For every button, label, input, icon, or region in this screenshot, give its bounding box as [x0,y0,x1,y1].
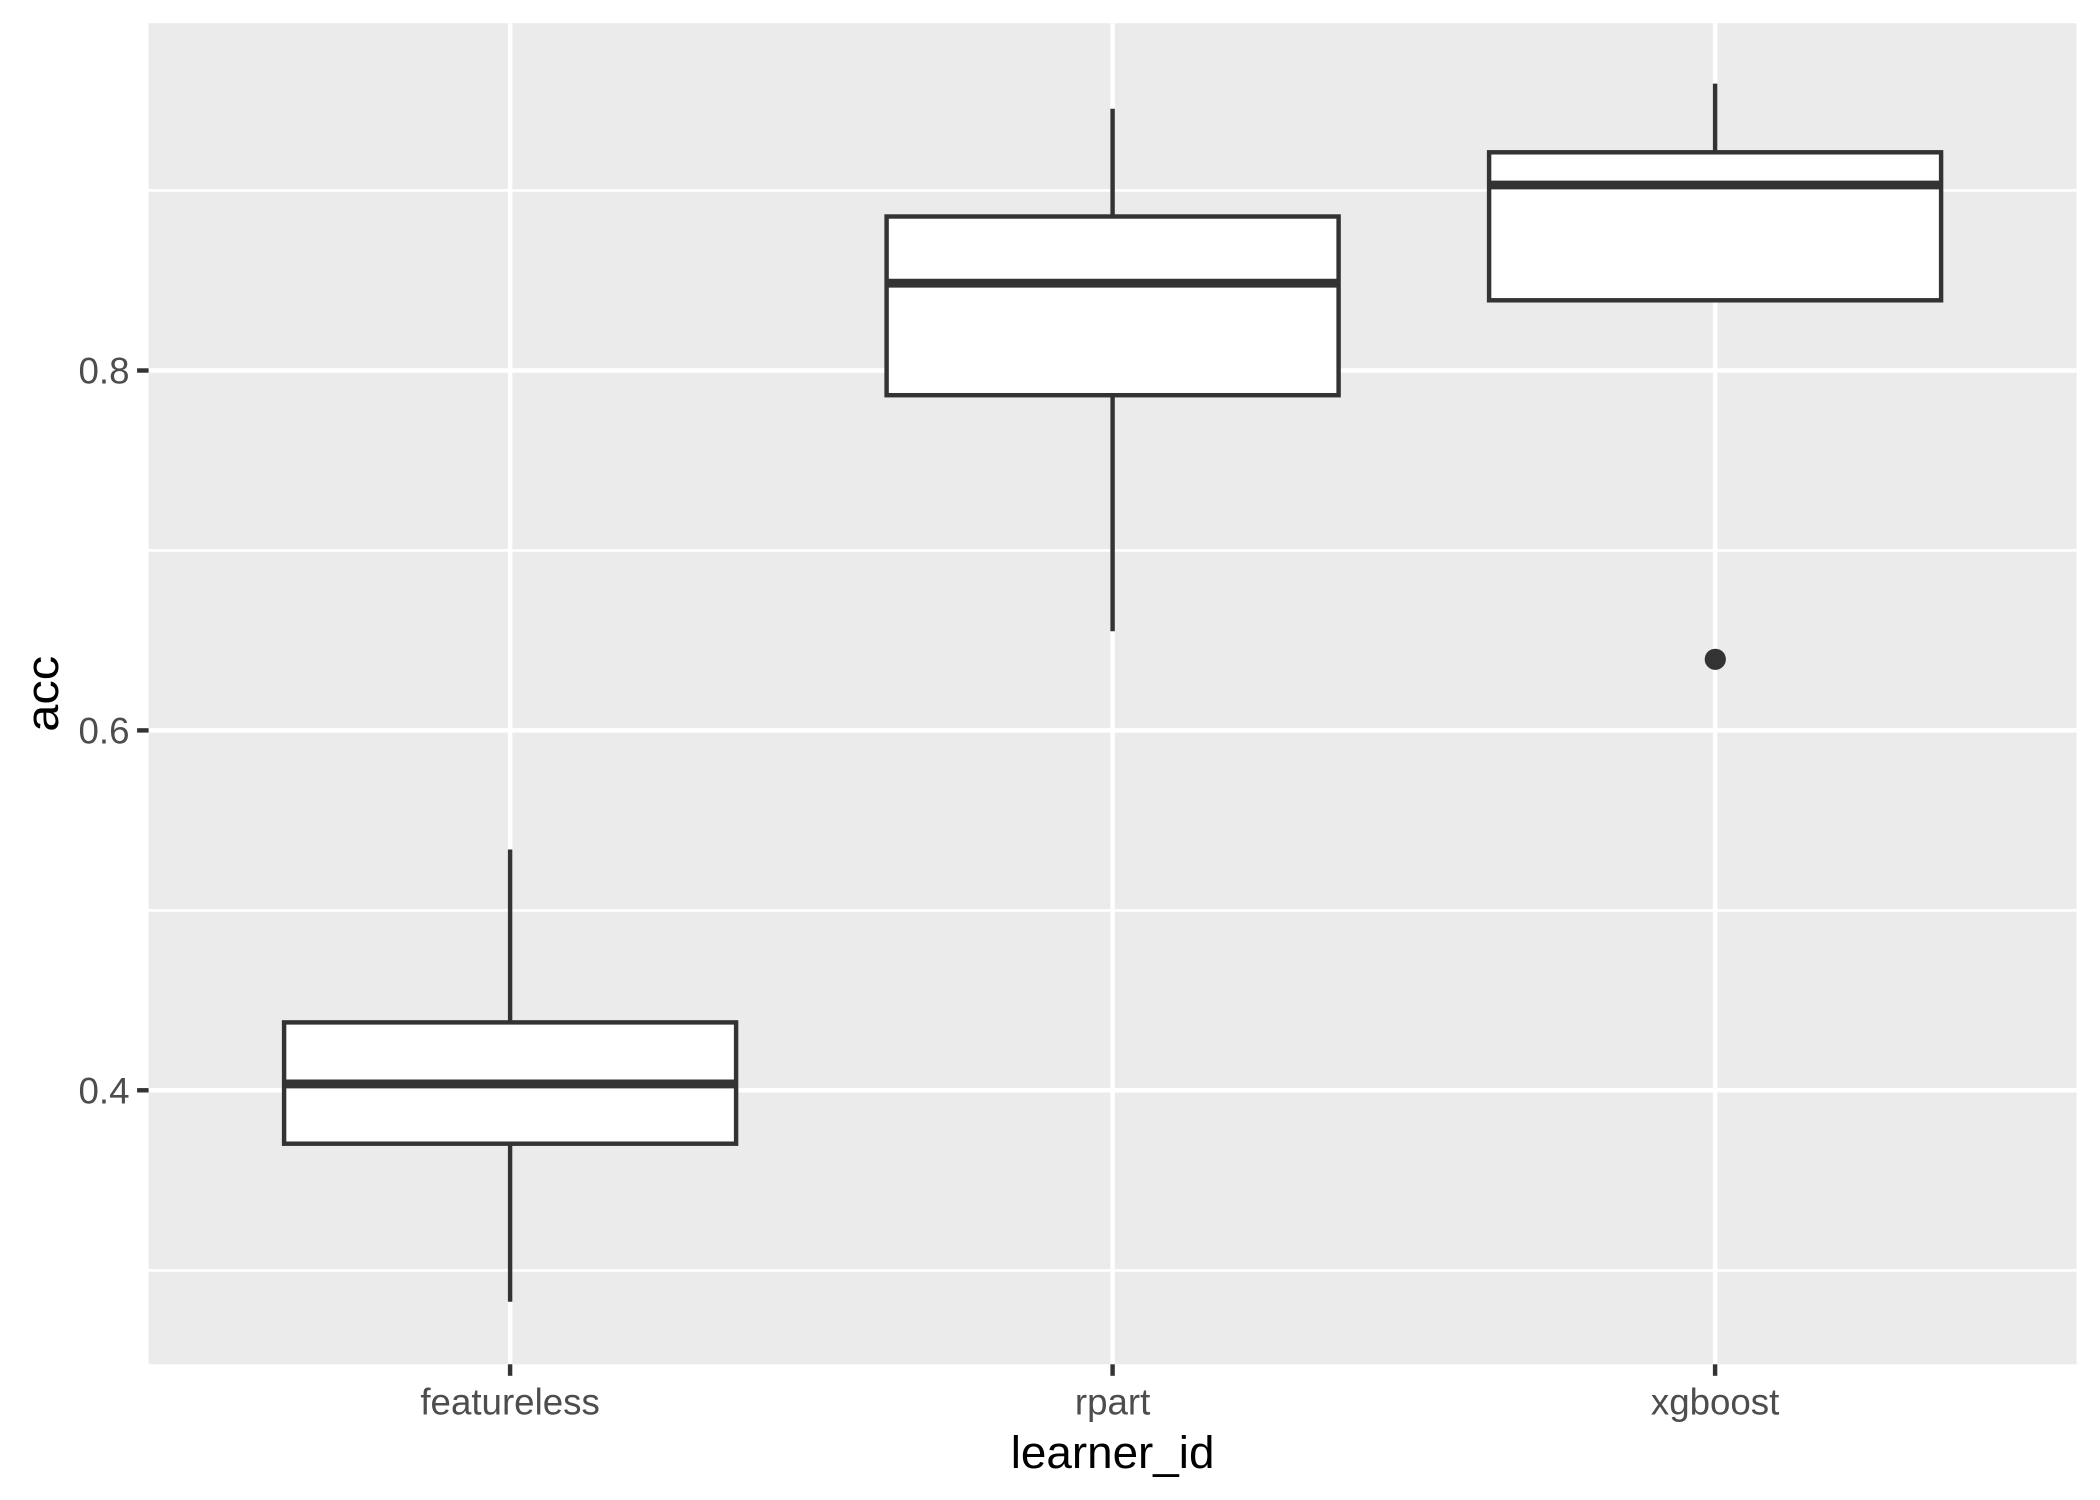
svg-text:featureless: featureless [420,1382,599,1423]
svg-text:acc: acc [17,656,68,732]
svg-text:0.6: 0.6 [78,711,129,752]
svg-text:rpart: rpart [1075,1382,1150,1423]
svg-text:0.4: 0.4 [78,1070,129,1111]
svg-text:learner_id: learner_id [1011,1427,1215,1478]
svg-text:xgboost: xgboost [1651,1382,1780,1423]
svg-text:0.8: 0.8 [78,351,129,392]
